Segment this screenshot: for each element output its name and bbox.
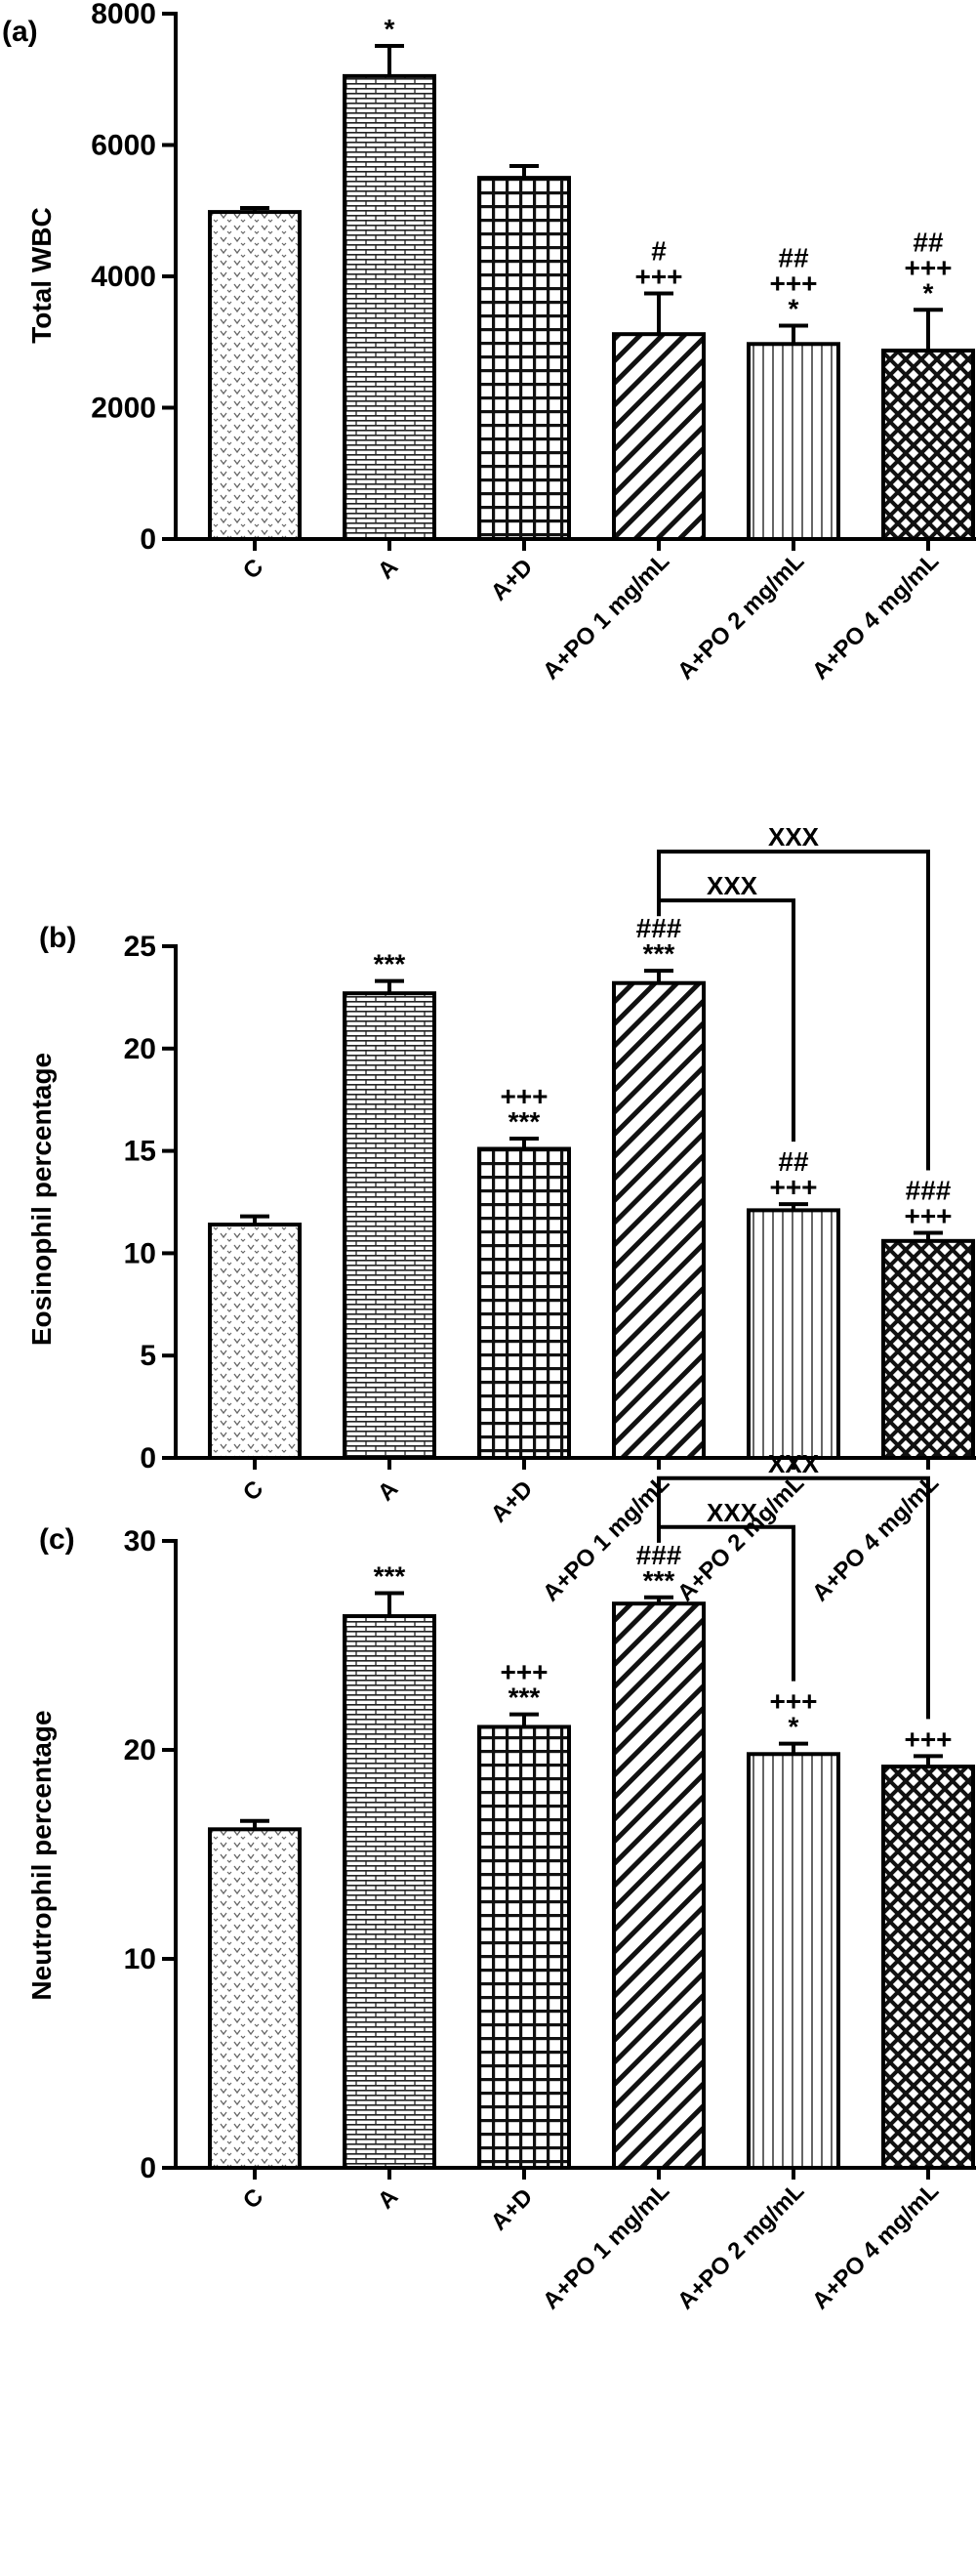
significance-label: +++ xyxy=(769,1172,817,1202)
y-tick-label: 30 xyxy=(124,1525,156,1558)
x-tick-label: A+PO 4 mg/mL xyxy=(807,548,944,685)
significance-label: * xyxy=(923,277,934,308)
y-tick-label: 10 xyxy=(124,1943,156,1975)
y-tick-label: 5 xyxy=(140,1340,156,1372)
x-tick-label: A xyxy=(373,2183,403,2214)
bar xyxy=(881,348,975,541)
x-tick-label: C xyxy=(238,554,268,584)
panel-letter: (c) xyxy=(39,1523,75,1556)
significance-label: *** xyxy=(508,1683,541,1713)
x-tick-label: A+PO 4 mg/mL xyxy=(807,1470,944,1606)
bar xyxy=(612,332,706,541)
bar xyxy=(208,210,302,541)
bar xyxy=(881,1238,975,1460)
panel-letter: (b) xyxy=(39,922,76,954)
y-tick-label: 0 xyxy=(140,523,156,556)
x-tick-label: A xyxy=(373,1475,403,1506)
significance-label: ### xyxy=(636,913,682,943)
y-tick-label: 0 xyxy=(140,2152,156,2184)
y-tick-label: 2000 xyxy=(91,393,156,425)
comparison-bracket xyxy=(657,1475,930,1720)
x-tick-label: A+PO 2 mg/mL xyxy=(672,2178,809,2314)
y-axis-label: Total WBC xyxy=(26,207,57,343)
bar xyxy=(612,980,706,1461)
significance-label: *** xyxy=(374,1561,406,1592)
significance-label: +++ xyxy=(769,1686,817,1717)
bar xyxy=(343,991,436,1460)
y-tick-label: 6000 xyxy=(91,130,156,162)
significance-label: +++ xyxy=(904,252,952,282)
y-tick-label: 25 xyxy=(124,931,156,963)
y-tick-label: 10 xyxy=(124,1237,156,1269)
x-tick-label: A+D xyxy=(486,1475,539,1528)
x-tick-label: A+PO 2 mg/mL xyxy=(672,548,809,685)
y-tick-label: 0 xyxy=(140,1442,156,1475)
bar xyxy=(477,176,571,541)
significance-label: *** xyxy=(374,949,406,979)
significance-label: *** xyxy=(643,1565,675,1596)
comparison-bracket xyxy=(657,850,930,1171)
significance-label: * xyxy=(789,293,799,323)
x-tick-label: A+PO 1 mg/mL xyxy=(538,548,674,685)
significance-label: *** xyxy=(508,1106,541,1137)
x-tick-label: A+D xyxy=(486,554,539,606)
significance-label: * xyxy=(789,1712,799,1742)
bracket-label: XXX xyxy=(768,1449,820,1478)
y-tick-label: 20 xyxy=(124,1734,156,1766)
significance-label: +++ xyxy=(500,1081,548,1111)
significance-label: +++ xyxy=(500,1657,548,1687)
bar xyxy=(477,1724,571,2170)
bar xyxy=(477,1146,571,1461)
y-tick-label: 15 xyxy=(124,1136,156,1168)
y-axis-label: Eosinophil percentage xyxy=(26,1053,57,1346)
x-tick-label: A xyxy=(373,554,403,584)
significance-label: # xyxy=(651,235,667,266)
bar xyxy=(747,1752,840,2171)
bar xyxy=(343,73,436,541)
significance-label: ## xyxy=(913,227,944,257)
bar xyxy=(747,342,840,541)
y-tick-label: 20 xyxy=(124,1033,156,1065)
significance-label: +++ xyxy=(904,1724,952,1754)
x-tick-label: A+PO 2 mg/mL xyxy=(672,1470,809,1606)
bar xyxy=(747,1208,840,1461)
significance-label: *** xyxy=(643,938,675,969)
x-tick-label: A+D xyxy=(486,2183,539,2236)
significance-label: ## xyxy=(778,242,809,272)
significance-label: * xyxy=(385,14,395,44)
panel-letter: (a) xyxy=(2,16,38,48)
bar xyxy=(612,1601,706,2170)
bar xyxy=(208,1827,302,2170)
significance-label: ### xyxy=(636,1540,682,1570)
x-tick-label: C xyxy=(238,2183,268,2214)
x-tick-label: A+PO 4 mg/mL xyxy=(807,2178,944,2314)
significance-label: +++ xyxy=(904,1200,952,1230)
bar xyxy=(208,1223,302,1461)
significance-label: +++ xyxy=(769,268,817,298)
bracket-label: XXX xyxy=(707,871,758,900)
bar xyxy=(343,1614,436,2171)
y-axis-label: Neutrophil percentage xyxy=(26,1710,57,2000)
bracket-label: XXX xyxy=(707,1498,758,1527)
significance-label: ### xyxy=(906,1175,952,1205)
x-tick-label: C xyxy=(238,1475,268,1506)
significance-label: +++ xyxy=(634,261,682,291)
x-tick-label: A+PO 1 mg/mL xyxy=(538,2178,674,2314)
y-tick-label: 4000 xyxy=(91,261,156,293)
bar xyxy=(881,1765,975,2170)
bracket-label: XXX xyxy=(768,822,820,852)
y-tick-label: 8000 xyxy=(91,0,156,30)
significance-label: ## xyxy=(778,1146,809,1177)
